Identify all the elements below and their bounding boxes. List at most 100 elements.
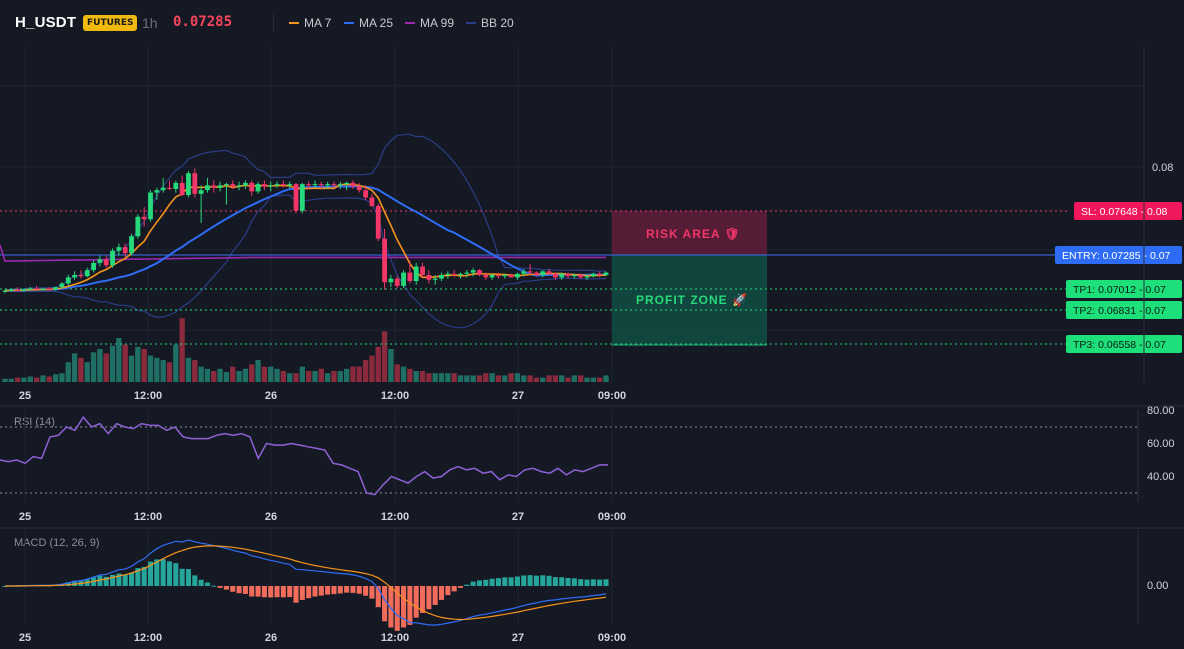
rsi-tick-40: 40.00 xyxy=(1147,471,1175,483)
candle-body xyxy=(148,192,153,220)
candle-body xyxy=(496,275,501,277)
volume-bar xyxy=(571,375,578,382)
candle-body xyxy=(154,190,160,193)
macd-hist-bar xyxy=(325,586,331,595)
volume-bar xyxy=(394,364,400,382)
macd-hist-bar xyxy=(432,586,438,605)
macd-hist-bar xyxy=(198,579,204,586)
tp1-tag[interactable]: TP1: 0.07012 - 0.07 xyxy=(1073,284,1166,296)
macd-hist-bar xyxy=(110,574,116,586)
macd-tick-0: 0.00 xyxy=(1147,580,1168,592)
x-tick-label: 27 xyxy=(512,632,524,644)
x-tick-label: 12:00 xyxy=(381,511,409,523)
volume-bar xyxy=(46,376,52,382)
volume-bar xyxy=(179,318,185,382)
candle-body xyxy=(375,205,381,239)
volume-bar xyxy=(318,368,324,382)
volume-bar xyxy=(546,375,552,382)
volume-bar xyxy=(451,373,457,382)
sl-tag[interactable]: SL: 0.07648 - 0.08 xyxy=(1081,206,1168,218)
rsi-tick-60: 60.00 xyxy=(1147,438,1175,450)
volume-bar xyxy=(287,373,293,382)
volume-bar xyxy=(2,378,8,382)
legend-ma99[interactable]: MA 99 xyxy=(405,16,454,30)
macd-hist-bar xyxy=(388,586,394,628)
tp3-tag[interactable]: TP3: 0.06558 - 0.07 xyxy=(1073,339,1166,351)
candle-body xyxy=(97,259,103,263)
macd-hist-bar xyxy=(451,586,457,592)
x-tick-label: 12:00 xyxy=(134,632,162,644)
macd-title: MACD (12, 26, 9) xyxy=(14,537,100,549)
candle-body xyxy=(21,289,27,291)
volume-bar xyxy=(109,345,116,382)
macd-hist-bar xyxy=(426,586,432,610)
candle-body xyxy=(571,275,577,277)
macd-hist-bar xyxy=(420,586,426,613)
x-tick-label: 26 xyxy=(265,632,277,644)
candle-body xyxy=(242,182,248,186)
volume-bar xyxy=(426,373,432,382)
candle-body xyxy=(280,184,286,186)
candle-body xyxy=(217,185,223,188)
legend-bb20[interactable]: BB 20 xyxy=(466,16,514,30)
candle-body xyxy=(470,270,476,273)
macd-hist-bar xyxy=(514,576,520,586)
volume-bar xyxy=(147,355,154,382)
candle-body xyxy=(27,288,33,290)
macd-hist-bar xyxy=(154,559,160,586)
candle-body xyxy=(34,288,40,290)
candle-body xyxy=(489,275,495,278)
candle-body xyxy=(72,275,77,278)
candle-body xyxy=(40,288,46,290)
volume-bar xyxy=(413,371,419,382)
tp2-tag[interactable]: TP2: 0.06831 - 0.07 xyxy=(1073,305,1166,317)
legend-ma25[interactable]: MA 25 xyxy=(344,16,393,30)
candle-body xyxy=(394,278,400,286)
macd-hist-bar xyxy=(135,568,141,586)
entry-tag-bg xyxy=(1055,246,1182,264)
macd-hist-bar xyxy=(306,586,312,599)
tp2-tag-bg xyxy=(1066,301,1182,319)
candle-body xyxy=(540,271,546,275)
volume-bar xyxy=(356,366,362,382)
candle-body xyxy=(344,182,350,185)
macd-hist-bar xyxy=(287,586,293,598)
macd-hist-bar xyxy=(603,579,609,586)
timeframe-label[interactable]: 1h xyxy=(142,15,158,31)
volume-bar xyxy=(204,368,211,382)
x-tick-label: 27 xyxy=(512,511,524,523)
entry-tag[interactable]: ENTRY: 0.07285 - 0.07 xyxy=(1062,250,1171,262)
volume-bar xyxy=(40,375,46,382)
candle-body xyxy=(236,185,242,187)
volume-bar xyxy=(71,353,78,382)
legend-ma7[interactable]: MA 7 xyxy=(289,16,331,30)
candle-body xyxy=(293,184,299,211)
symbol-name[interactable]: H_USDT xyxy=(15,14,77,31)
macd-hist-bar xyxy=(255,586,261,597)
candle-body xyxy=(565,273,571,277)
macd-hist-bar xyxy=(597,579,603,586)
macd-hist-bar xyxy=(527,575,533,586)
macd-hist-bar xyxy=(192,575,198,586)
candle-body xyxy=(420,266,425,275)
main-grid xyxy=(0,46,1144,382)
macd-hist-bar xyxy=(356,586,362,594)
volume-bar xyxy=(438,373,445,382)
volume-bar xyxy=(192,360,198,382)
volume-bar xyxy=(445,373,451,382)
candle-body xyxy=(445,273,451,275)
macd-hist-bar xyxy=(578,579,584,586)
macd-hist-bar xyxy=(407,586,413,625)
macd-hist-bar xyxy=(337,586,343,594)
macd-hist-bar xyxy=(571,578,577,586)
candle-body xyxy=(527,271,533,273)
rsi-tick-80: 80.00 xyxy=(1147,405,1175,417)
signal-line xyxy=(5,545,607,621)
macd-hist-bar xyxy=(122,574,128,586)
volume-bar xyxy=(343,368,350,382)
candle-body xyxy=(116,247,122,251)
volume-bar xyxy=(78,357,84,382)
candle-body xyxy=(135,216,141,237)
volume-bar xyxy=(249,364,255,382)
